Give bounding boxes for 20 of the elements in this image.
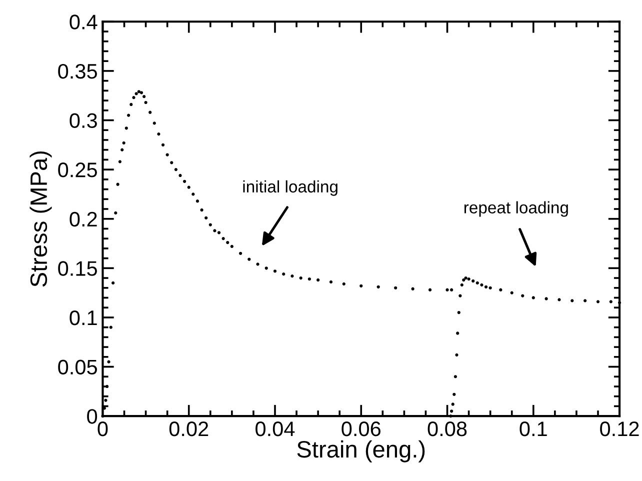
x-tick-label: 0.08 — [428, 421, 467, 436]
x-tick-label: 0.1 — [520, 421, 547, 436]
annotation: initial loading — [243, 180, 338, 196]
y-axis-title: Stress (MPa) — [30, 151, 52, 287]
y-tick-label: 0.15 — [58, 261, 97, 276]
y-tick-label: 0.35 — [58, 64, 97, 79]
x-tick-label: 0.06 — [342, 421, 380, 436]
x-tick-label: 0.12 — [600, 421, 639, 436]
y-tick-label: 0.4 — [70, 14, 98, 30]
y-tick-label: 0.05 — [58, 360, 97, 375]
x-tick-label: 0 — [98, 421, 108, 436]
y-tick-label: 0.3 — [70, 113, 97, 128]
x-tick-label: 0.04 — [256, 421, 295, 436]
y-tick-label: 0 — [87, 409, 98, 424]
x-axis-title: Strain (eng.) — [297, 440, 425, 462]
y-tick-label: 0.2 — [70, 212, 97, 227]
x-tick-label: 0.02 — [169, 421, 208, 436]
y-tick-label: 0.1 — [70, 310, 97, 326]
y-tick-label: 0.25 — [58, 162, 97, 178]
annotation: repeat loading — [464, 201, 568, 217]
